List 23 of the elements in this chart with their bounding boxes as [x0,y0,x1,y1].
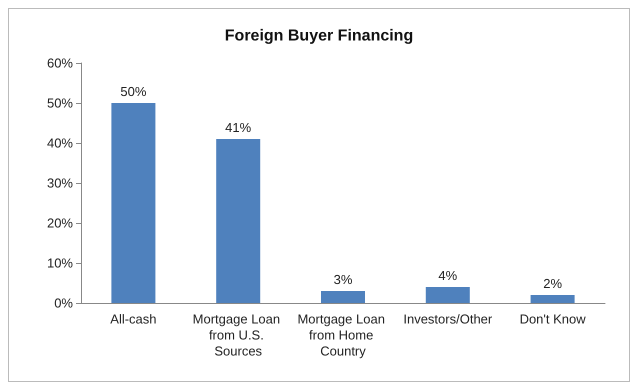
y-tick-label: 60% [46,56,74,70]
bar [530,295,575,303]
y-tick-label: 0% [54,296,74,310]
y-tick-label: 20% [46,216,74,230]
bar [320,291,366,303]
bar [111,103,156,303]
x-tick-label: Mortgage Loan from Home Country [297,312,389,358]
y-tick-label: 40% [46,136,74,150]
data-label: 4% [438,268,458,283]
x-tick-label: Don't Know [520,312,586,326]
y-tick-label: 10% [46,256,74,270]
data-label: 2% [543,276,562,291]
bar [426,287,470,303]
data-label: 41% [225,120,252,135]
bar [216,139,260,303]
chart-title: Foreign Buyer Financing [224,28,414,44]
y-tick-label: 30% [46,176,74,190]
x-tick-label: Mortgage Loan from U.S. Sources [192,312,284,358]
x-tick-label: Investors/Other [403,312,493,326]
x-tick-label: All-cash [110,312,157,326]
y-tick-label: 50% [46,96,74,110]
data-label: 3% [334,272,353,287]
data-label: 50% [120,84,147,99]
